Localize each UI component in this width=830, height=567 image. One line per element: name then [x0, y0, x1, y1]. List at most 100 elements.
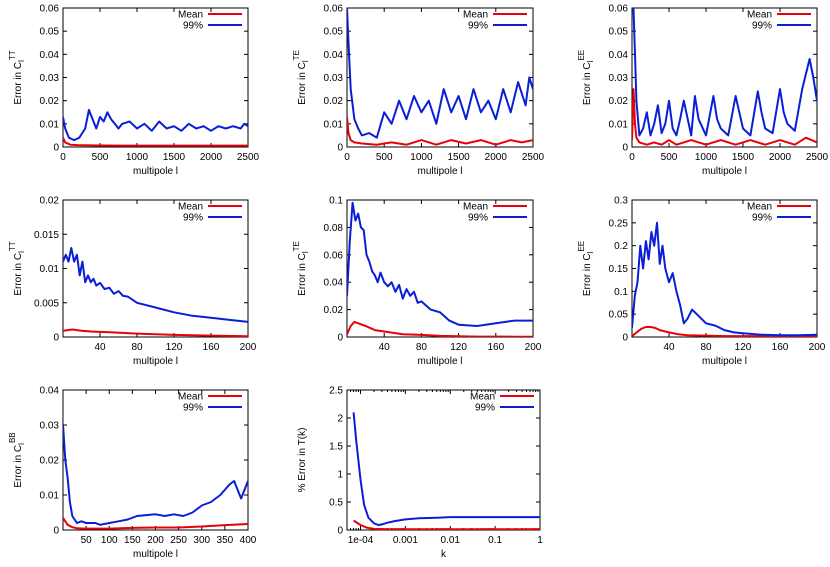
y-tick-label: 0 — [337, 526, 343, 537]
legend-label: Mean — [178, 10, 203, 21]
y-tick-label: 0.03 — [324, 73, 344, 84]
y-tick-label: 0.06 — [609, 4, 629, 15]
series-line-mean — [63, 517, 248, 530]
y-axis-label: Error in ClTT — [8, 50, 26, 104]
y-tick-label: 0.02 — [40, 456, 60, 467]
series-line-99pct — [347, 8, 533, 139]
y-tick-label: 1 — [337, 470, 343, 481]
y-axis-label: Error in ClTT — [8, 241, 26, 295]
y-axis-label: Error in ClTE — [292, 241, 310, 296]
y-tick-label: 0.5 — [329, 498, 343, 509]
legend-label: Mean — [463, 10, 488, 21]
series-line-mean — [347, 320, 533, 337]
y-tick-label: 0 — [53, 526, 59, 537]
legend-label: 99% — [183, 403, 203, 414]
x-tick-label: 200 — [525, 342, 542, 353]
y-tick-label: 0.3 — [614, 196, 628, 207]
y-axis-label: Error in ClEE — [577, 50, 595, 105]
series-line-mean — [632, 88, 817, 146]
x-tick-label: 0.01 — [441, 535, 461, 546]
y-tick-label: 0.04 — [40, 50, 60, 61]
x-tick-label: 500 — [92, 152, 109, 163]
x-tick-label: 500 — [376, 152, 393, 163]
y-tick-label: 0.05 — [609, 27, 629, 38]
x-tick-label: 400 — [240, 535, 257, 546]
x-tick-label: 1500 — [447, 152, 470, 163]
legend-label: Mean — [747, 202, 772, 213]
y-tick-label: 0.06 — [324, 4, 344, 15]
series-line-99pct — [352, 412, 540, 526]
x-tick-label: 250 — [170, 535, 187, 546]
x-tick-label: 0.001 — [393, 535, 418, 546]
y-tick-label: 2 — [337, 414, 343, 425]
x-axis-label: multipole l — [133, 356, 178, 367]
legend-label: 99% — [752, 21, 772, 32]
x-tick-label: 200 — [147, 535, 164, 546]
y-tick-label: 0.03 — [609, 73, 629, 84]
x-axis-label: multipole l — [133, 166, 178, 177]
chart-panel-4: 0 0.005 0.01 0.015 0.02 40 80 120 160 200 multipol… — [8, 196, 257, 368]
x-tick-label: 300 — [193, 535, 210, 546]
plot-frame — [346, 389, 541, 531]
series-line-99pct — [63, 108, 248, 142]
y-tick-label: 0.25 — [609, 218, 629, 229]
plot-frame — [346, 199, 534, 338]
y-tick-label: 0.01 — [609, 119, 629, 130]
legend-label: Mean — [178, 392, 203, 403]
y-tick-label: 0 — [622, 333, 628, 344]
series-line-mean — [632, 326, 817, 337]
y-tick-label: 0.2 — [614, 241, 628, 252]
x-tick-label: 120 — [166, 342, 183, 353]
x-tick-label: 40 — [663, 342, 675, 353]
plot-frame — [62, 199, 249, 338]
y-tick-label: 0.04 — [609, 50, 629, 61]
y-tick-label: 0.01 — [40, 491, 60, 502]
x-tick-label: 200 — [240, 342, 257, 353]
series-line-99pct — [632, 8, 817, 137]
x-tick-label: 2000 — [769, 152, 792, 163]
x-tick-label: 2000 — [200, 152, 223, 163]
x-tick-label: 350 — [217, 535, 234, 546]
y-tick-label: 0.05 — [40, 27, 60, 38]
y-tick-label: 0.06 — [40, 4, 60, 15]
x-axis-label: k — [441, 549, 447, 560]
y-tick-label: 0.03 — [40, 421, 60, 432]
x-tick-label: 160 — [772, 342, 789, 353]
x-tick-label: 50 — [81, 535, 93, 546]
y-tick-label: 0.02 — [324, 305, 344, 316]
x-axis-label: multipole l — [702, 356, 747, 367]
y-tick-label: 0.005 — [34, 298, 59, 309]
plot-frame — [62, 389, 249, 531]
plot-frame — [631, 199, 818, 338]
y-tick-label: 0.02 — [40, 196, 60, 207]
series-line-99pct — [347, 201, 533, 327]
x-tick-label: 1000 — [410, 152, 433, 163]
series-line-mean — [347, 116, 533, 146]
x-axis-label: multipole l — [702, 166, 747, 177]
chart-panel-3: 0 0.01 0.02 0.03 0.04 0.05 0.06 0 500 1000 1500 200… — [577, 4, 829, 178]
x-tick-label: 1500 — [732, 152, 755, 163]
x-tick-label: 160 — [487, 342, 504, 353]
y-tick-label: 0 — [622, 143, 628, 154]
y-tick-label: 0 — [337, 143, 343, 154]
legend-label: Mean — [178, 202, 203, 213]
y-tick-label: 0.02 — [324, 96, 344, 107]
x-tick-label: 120 — [450, 342, 467, 353]
x-axis-label: multipole l — [133, 549, 178, 560]
chart-panel-7: 0 0.01 0.02 0.03 0.04 50 100 150 200 250 300 350 400… — [8, 386, 257, 561]
x-tick-label: 0.1 — [488, 535, 502, 546]
x-tick-label: 1500 — [163, 152, 186, 163]
y-tick-label: 0.015 — [34, 230, 59, 241]
y-tick-label: 1.5 — [329, 442, 343, 453]
y-tick-label: 0.08 — [324, 223, 344, 234]
x-tick-label: 100 — [101, 535, 118, 546]
y-axis-label: Error in ClBB — [8, 432, 26, 487]
x-tick-label: 160 — [203, 342, 220, 353]
x-tick-label: 1 — [537, 535, 543, 546]
x-tick-label: 1e-04 — [348, 535, 374, 546]
chart-panel-5: 0 0.02 0.04 0.06 0.08 0.1 40 80 120 160 200 multipo… — [292, 196, 542, 368]
y-tick-label: 0.05 — [324, 27, 344, 38]
x-tick-label: 0 — [629, 152, 635, 163]
x-tick-label: 2000 — [485, 152, 508, 163]
series-line-99pct — [63, 247, 248, 323]
